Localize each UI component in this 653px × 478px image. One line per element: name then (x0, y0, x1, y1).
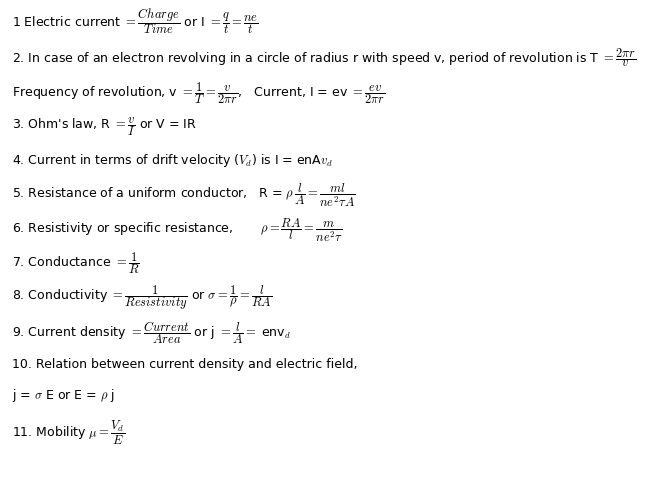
Text: 3. Ohm's law, R $=\dfrac{v}{I}$ or V = IR: 3. Ohm's law, R $=\dfrac{v}{I}$ or V = I… (12, 115, 197, 138)
Text: 7. Conductance $=\dfrac{1}{R}$: 7. Conductance $=\dfrac{1}{R}$ (12, 250, 139, 276)
Text: 4. Current in terms of drift velocity ($V_d$) is I = enA$v_d$: 4. Current in terms of drift velocity ($… (12, 152, 332, 169)
Text: 1 Electric current $=\dfrac{Charge}{Time}$ or I $=\dfrac{q}{t}=\dfrac{ne}{t}$: 1 Electric current $=\dfrac{Charge}{Time… (12, 7, 259, 36)
Text: 11. Mobility $\mu=\dfrac{V_d}{E}$: 11. Mobility $\mu=\dfrac{V_d}{E}$ (12, 419, 125, 446)
Text: 8. Conductivity $=\dfrac{1}{Resistivity}$ or $\sigma=\dfrac{1}{\rho}=\dfrac{l}{R: 8. Conductivity $=\dfrac{1}{Resistivity}… (12, 283, 272, 312)
Text: 5. Resistance of a uniform conductor,   R = $\rho\,\dfrac{l}{A}=\dfrac{ml}{ne^2\: 5. Resistance of a uniform conductor, R … (12, 181, 355, 208)
Text: 9. Current density $=\dfrac{Current}{Area}$ or j $=\dfrac{l}{A}=$ env$_d$: 9. Current density $=\dfrac{Current}{Are… (12, 319, 291, 346)
Text: j = $\sigma$ E or E = $\rho$ j: j = $\sigma$ E or E = $\rho$ j (12, 387, 115, 404)
Text: Frequency of revolution, v $=\dfrac{1}{T}=\dfrac{v}{2\pi r}$,   Current, I = ev : Frequency of revolution, v $=\dfrac{1}{T… (12, 80, 385, 106)
Text: 2. In case of an electron revolving in a circle of radius r with speed v, period: 2. In case of an electron revolving in a… (12, 46, 637, 69)
Text: 10. Relation between current density and electric field,: 10. Relation between current density and… (12, 358, 357, 371)
Text: 6. Resistivity or specific resistance,       $\rho=\dfrac{RA}{l}=\dfrac{m}{ne^2\: 6. Resistivity or specific resistance, $… (12, 217, 343, 244)
